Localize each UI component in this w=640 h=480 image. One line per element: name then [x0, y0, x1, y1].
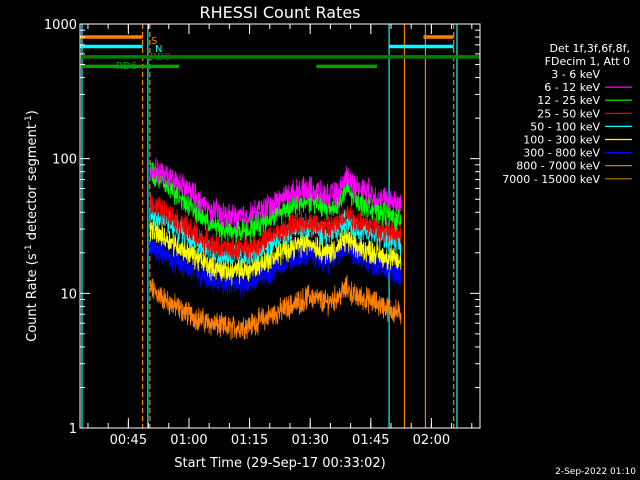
x-tick-label: 01:15 — [231, 433, 268, 448]
legend-header-line: FDecim 1, Att 0 — [545, 55, 630, 68]
flag-label: RD6 — [116, 61, 137, 72]
flag-label: S — [151, 36, 157, 47]
legend-entry-label: 100 - 300 keV — [523, 134, 600, 147]
y-tick-label: 1 — [69, 422, 77, 437]
chart-title: RHESSI Count Rates — [200, 3, 361, 22]
legend-header-line: Det 1f,3f,6f,8f, — [549, 42, 630, 55]
legend-entry-label: 12 - 25 keV — [537, 94, 600, 107]
y-tick-label: 1000 — [44, 18, 77, 33]
legend-entry-label: 3 - 6 keV — [551, 68, 600, 81]
plot-frame — [79, 23, 481, 429]
series-line — [149, 217, 402, 286]
legend-entry-label: 6 - 12 keV — [544, 81, 600, 94]
legend-entry-label: 25 - 50 keV — [537, 107, 600, 120]
x-tick-label: 01:45 — [352, 433, 389, 448]
x-tick-label: 01:30 — [291, 433, 328, 448]
axes: 1 10 100 1000 00:45 01:00 01:15 01:30 01:45 02:00 — [44, 18, 481, 448]
x-tick-label: 00:45 — [110, 433, 147, 448]
series-line — [149, 204, 402, 268]
y-tick-label: 10 — [60, 287, 77, 302]
footer-timestamp: 2-Sep-2022 01:10 — [555, 467, 636, 477]
y-axis-label: Count Rate (s-1 detector segment-1) — [24, 110, 40, 342]
series-line — [149, 274, 402, 340]
legend-entry-label: 7000 - 15000 keV — [502, 173, 600, 186]
legend-entry-label: 50 - 100 keV — [530, 120, 600, 133]
x-tick-label: 01:00 — [170, 433, 207, 448]
series-line — [149, 157, 402, 231]
legend: Det 1f,3f,6f,8f,FDecim 1, Att 03 - 6 keV… — [502, 42, 632, 186]
series-line — [149, 194, 402, 262]
x-axis-label: Start Time (29-Sep-17 00:33:02) — [174, 456, 385, 471]
flag-label: N — [155, 44, 162, 55]
series-line — [149, 236, 402, 298]
plot-area: SN RD6 RD9 — [80, 24, 480, 428]
x-tick-label: 02:00 — [413, 433, 450, 448]
plot-clip-group: SN RD6 RD9 — [80, 24, 480, 428]
legend-entry-label: 300 - 800 keV — [523, 147, 600, 160]
legend-entry-label: 800 - 7000 keV — [516, 160, 600, 173]
flag-label: RD9 — [150, 52, 171, 63]
y-tick-label: 100 — [52, 153, 77, 168]
